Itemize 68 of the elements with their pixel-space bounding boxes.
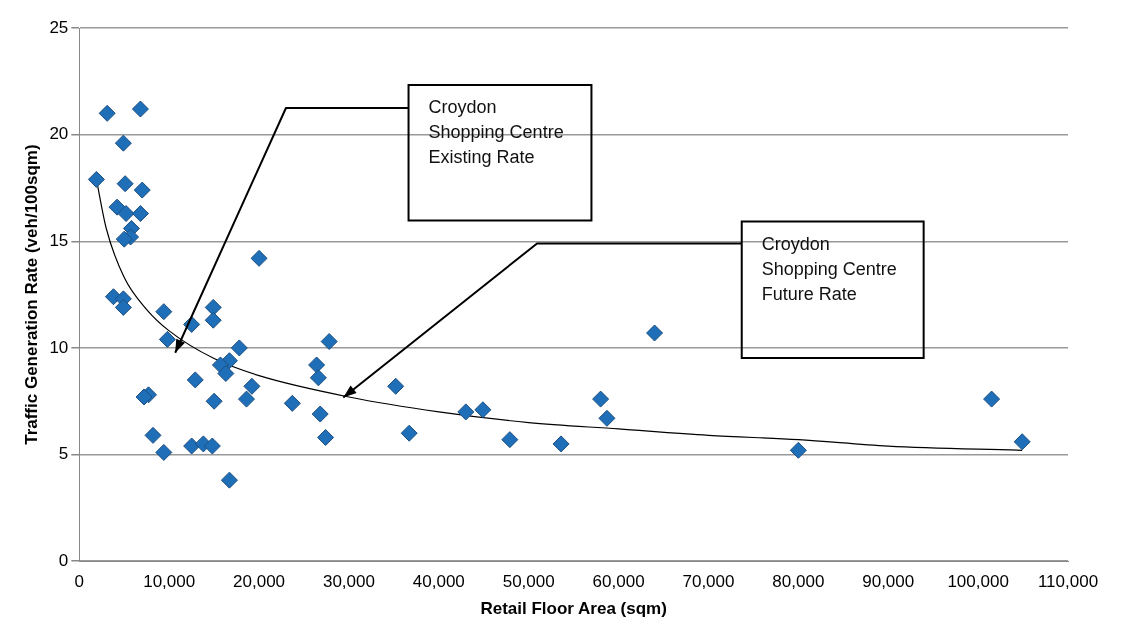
y-tick-label: 15 <box>49 230 69 250</box>
point <box>220 471 238 489</box>
point <box>115 230 133 248</box>
point <box>186 371 204 389</box>
point <box>144 426 162 444</box>
x-tick-label: 70,000 <box>682 572 735 592</box>
x-tick-label: 20,000 <box>233 572 286 592</box>
point <box>203 437 221 455</box>
point <box>243 377 261 395</box>
point <box>114 298 132 316</box>
point <box>1013 433 1031 451</box>
annotation: Croydon Shopping Centre Future Rate <box>761 233 897 304</box>
y-tick-label: 20 <box>49 124 69 144</box>
point <box>117 205 135 223</box>
x-tick-label: 40,000 <box>412 572 465 592</box>
point <box>592 390 610 408</box>
point <box>108 198 126 216</box>
point <box>114 134 132 152</box>
x-tick-label: 80,000 <box>772 572 825 592</box>
point <box>131 205 149 223</box>
x-tick-label: 110,000 <box>1037 572 1099 592</box>
y-tick-label: 10 <box>49 337 69 357</box>
point <box>308 356 326 374</box>
x-tick-label: 50,000 <box>502 572 555 592</box>
y-tick-label: 5 <box>58 444 69 464</box>
point <box>204 311 222 329</box>
x-tick-label: 100,000 <box>947 572 1009 592</box>
point <box>237 390 255 408</box>
point <box>230 339 248 357</box>
point <box>155 303 173 321</box>
point <box>205 392 223 410</box>
x-tick-label: 10,000 <box>143 572 196 592</box>
point <box>387 377 405 395</box>
point <box>400 424 418 442</box>
point <box>320 333 338 351</box>
point <box>98 104 116 122</box>
point <box>250 249 268 267</box>
point <box>135 388 153 406</box>
point <box>646 324 664 342</box>
point <box>87 170 105 188</box>
point <box>474 401 492 419</box>
point <box>183 437 201 455</box>
point <box>311 405 329 423</box>
point <box>983 390 1001 408</box>
point <box>155 443 173 461</box>
point <box>158 330 176 348</box>
x-axis-title: Retail Floor Area (sqm) <box>480 599 667 619</box>
point <box>283 394 301 412</box>
point <box>217 365 235 383</box>
x-tick-label: 60,000 <box>592 572 645 592</box>
point <box>598 409 616 427</box>
annotation: Croydon Shopping Centre Existing Rate <box>428 97 564 168</box>
point <box>501 431 519 449</box>
point <box>552 435 570 453</box>
y-tick-label: 0 <box>58 550 69 570</box>
point <box>133 181 151 199</box>
point <box>317 429 335 446</box>
point <box>789 441 807 459</box>
point <box>457 403 475 421</box>
point <box>204 298 222 316</box>
y-axis-title: Traffic Generation Rate (veh/100sqm) <box>21 144 41 445</box>
y-tick-label: 25 <box>49 17 69 37</box>
point <box>131 100 149 118</box>
x-tick-label: 90,000 <box>862 572 915 592</box>
x-tick-label: 30,000 <box>322 572 375 592</box>
point <box>116 175 134 193</box>
x-tick-label: 0 <box>74 572 85 592</box>
point <box>309 369 327 387</box>
